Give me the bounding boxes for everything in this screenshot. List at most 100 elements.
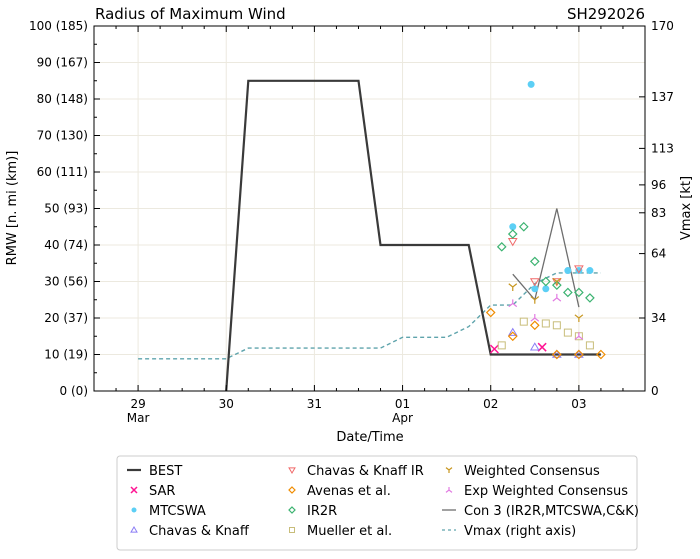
mtcswa-point <box>509 223 517 231</box>
y2-tick-label: 0 <box>651 384 659 398</box>
series-avenas-et-al <box>485 307 606 360</box>
avenas-et-al-point <box>596 349 606 360</box>
mueller-et-al-point <box>497 341 506 350</box>
exp-weighted-consensus-point <box>574 332 584 340</box>
legend-label: Chavas & Knaff <box>149 524 250 539</box>
mueller-et-al-point <box>552 321 561 330</box>
series-chavas-knaff-ir <box>507 238 584 287</box>
mueller-et-al-point <box>585 341 594 350</box>
y2-tick-label: 83 <box>651 206 666 220</box>
legend-label: Avenas et al. <box>307 484 391 499</box>
series-weighted-consensus <box>508 277 584 322</box>
chavas-knaff-ir-point <box>574 265 584 274</box>
best-line <box>225 79 601 392</box>
avenas-et-al-point <box>485 307 496 318</box>
x-tick-label: 31 <box>307 397 322 411</box>
exp-weighted-consensus-point <box>552 293 562 302</box>
vmax-right-axis-line <box>138 272 601 360</box>
mtcswa-point <box>586 267 594 275</box>
legend-label: Weighted Consensus <box>464 464 600 479</box>
legend-chavas-knaff-ir-icon <box>288 467 296 474</box>
legend-label: BEST <box>149 464 182 479</box>
y2-tick-label: 34 <box>651 311 666 325</box>
legend-mueller-et-al-icon <box>289 527 295 533</box>
y-tick-label: 0 (0) <box>60 384 88 398</box>
ir2r-point <box>496 241 507 252</box>
chavas-knaff-point <box>574 349 584 358</box>
series-sar <box>489 342 547 354</box>
ir2r-point <box>529 256 540 267</box>
y-axis-label: RMW [n. mi (km)] <box>5 151 20 266</box>
x-tick-sublabel: Mar <box>127 411 150 425</box>
mtcswa-point <box>531 285 539 293</box>
y2-axis-label: Vmax [kt] <box>679 176 694 240</box>
y2-tick-label: 96 <box>651 178 666 192</box>
mueller-et-al-point <box>541 319 550 328</box>
exp-weighted-consensus-point <box>530 314 540 322</box>
legend-weighted-consensus-icon <box>445 467 453 473</box>
legend-avenas-et-al-icon <box>288 486 296 494</box>
legend-label: Exp Weighted Consensus <box>464 484 628 499</box>
ir2r-point <box>574 287 584 298</box>
weighted-consensus-point <box>552 277 562 286</box>
ir2r-point <box>551 280 562 290</box>
legend-chavas-knaff-icon <box>130 526 138 533</box>
ir2r-point <box>585 293 595 303</box>
mueller-et-al-point <box>563 328 572 337</box>
y-tick-label: 50 (93) <box>44 202 88 216</box>
series-mtcswa <box>509 80 594 293</box>
series-con-3-ir2r-mtcswa-c-k <box>512 208 580 308</box>
x-tick-label: 30 <box>219 397 234 411</box>
x-tick-label: 02 <box>483 397 498 411</box>
chart-title: Radius of Maximum Wind <box>95 5 286 23</box>
chavas-knaff-ir-point <box>529 278 540 287</box>
y-tick-label: 90 (167) <box>37 56 88 70</box>
y-tick-label: 80 (148) <box>37 92 88 106</box>
mtcswa-point <box>542 285 550 293</box>
mueller-et-al-point <box>519 317 528 326</box>
series-best <box>225 79 601 392</box>
avenas-et-al-point <box>507 331 518 342</box>
legend-label: SAR <box>149 484 175 499</box>
ir2r-point <box>540 276 551 287</box>
chavas-knaff-point <box>507 327 518 336</box>
chavas-knaff-ir-point <box>551 278 562 287</box>
legend-label: Vmax (right axis) <box>464 524 576 539</box>
mtcswa-point <box>527 80 535 88</box>
legend-label: IR2R <box>307 504 337 519</box>
legend-exp-weighted-consensus-icon <box>445 487 453 493</box>
x-axis-label: Date/Time <box>336 430 403 445</box>
y2-tick-label: 170 <box>651 19 674 33</box>
chavas-knaff-ir-point <box>507 238 518 247</box>
chavas-knaff-point <box>551 349 562 358</box>
mtcswa-point <box>564 267 572 275</box>
ir2r-point <box>563 287 573 298</box>
legend-sar-icon <box>130 486 138 494</box>
y-tick-label: 10 (19) <box>44 348 88 362</box>
series-ir2r <box>496 221 595 303</box>
weighted-consensus-point <box>530 296 540 304</box>
series-vmax-right-axis <box>138 272 601 360</box>
legend: BEST SAR MTCSWA Chavas & Knaff Chavas & Knaf… <box>116 455 639 551</box>
storm-id: SH292026 <box>567 5 645 23</box>
y2-tick-label: 137 <box>651 90 674 104</box>
legend-label: Mueller et al. <box>307 524 392 539</box>
series-exp-weighted-consensus <box>508 293 584 340</box>
ir2r-point <box>507 229 518 239</box>
weighted-consensus-point <box>508 283 518 291</box>
series-chavas-knaff <box>507 327 584 358</box>
sar-point <box>537 342 547 352</box>
ir2r-point <box>518 221 529 232</box>
avenas-et-al-point <box>551 349 562 360</box>
legend-label: Con 3 (IR2R,MTCSWA,C&K) <box>464 504 639 519</box>
legend-ir2r-icon <box>288 506 296 514</box>
exp-weighted-consensus-point <box>508 299 518 308</box>
con-3-ir2r-mtcswa-c-k-line <box>512 208 580 308</box>
chavas-knaff-point <box>529 342 540 351</box>
y-tick-label: 60 (111) <box>37 165 88 179</box>
y2-tick-label: 64 <box>651 247 666 261</box>
y-tick-label: 30 (56) <box>44 275 88 289</box>
y-tick-label: 20 (37) <box>44 311 88 325</box>
legend-label: Chavas & Knaff IR <box>307 464 424 479</box>
